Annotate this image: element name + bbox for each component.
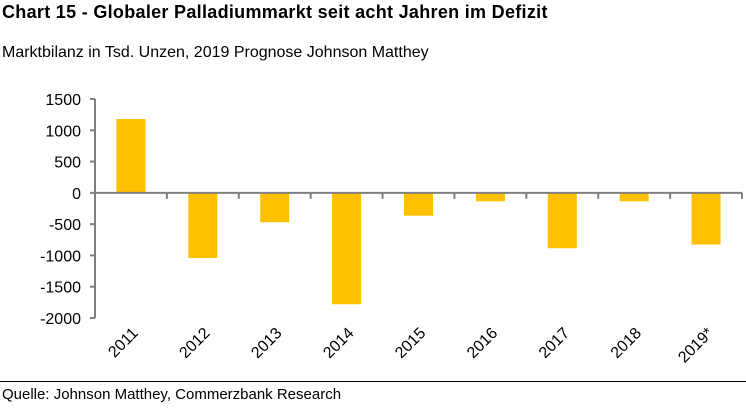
y-tick-label: 1500	[45, 92, 81, 109]
x-tick-label: 2011	[105, 325, 141, 361]
bar-chart: 1500 1000 500 0 -500 -1000 -1500 -2000 2011 2012 2…	[40, 92, 743, 367]
x-tick-label: 2012	[176, 325, 213, 362]
chart-title: Chart 15 - Globaler Palladiummarkt seit …	[2, 2, 548, 22]
divider	[0, 381, 746, 382]
bar-2014	[332, 192, 362, 305]
x-tick-label: 2018	[608, 325, 645, 362]
y-tick-label: -1000	[40, 248, 81, 265]
y-tick-label: 0	[72, 186, 81, 203]
y-tick-label: -1500	[40, 280, 81, 297]
x-tick-label: 2017	[536, 325, 573, 362]
x-tick-label: 2013	[248, 325, 285, 362]
bar-2011	[116, 119, 146, 193]
bar-2015	[404, 192, 433, 216]
bar-2019*	[691, 192, 721, 245]
bar-2018	[619, 192, 649, 202]
bar-2012	[188, 192, 218, 258]
x-tick-label: 2014	[320, 325, 357, 362]
y-tick-label: -2000	[40, 311, 81, 328]
bar-2013	[260, 192, 290, 223]
x-tick-label: 2016	[464, 325, 501, 362]
y-tick-label: -500	[49, 217, 81, 234]
x-tick-label: 2015	[392, 325, 429, 362]
y-tick-label: 1000	[45, 123, 81, 140]
chart-subtitle: Marktbilanz in Tsd. Unzen, 2019 Prognose…	[2, 44, 429, 61]
bar-2017	[547, 192, 577, 249]
source-note: Quelle: Johnson Matthey, Commerzbank Res…	[2, 386, 342, 403]
y-tick-label: 500	[54, 155, 81, 172]
bar-2016	[475, 192, 505, 202]
x-tick-label: 2019*	[675, 325, 717, 367]
